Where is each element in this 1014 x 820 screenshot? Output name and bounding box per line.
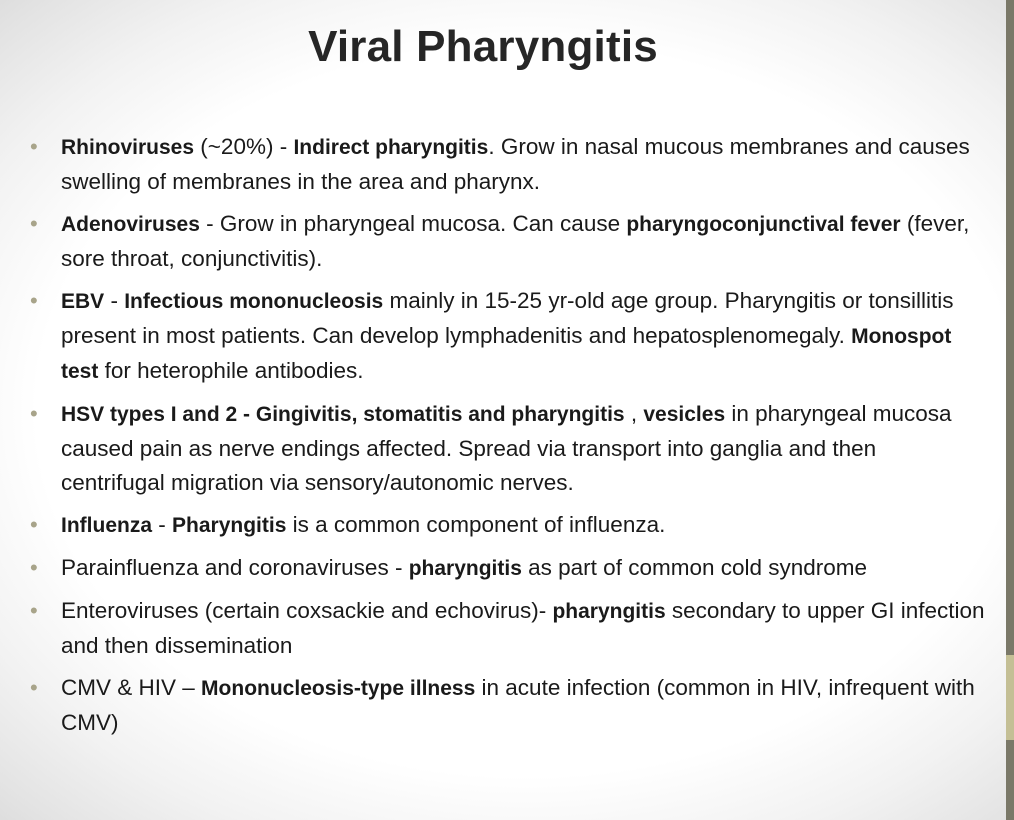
bullet-rhinoviruses: • Rhinoviruses (~20%) - Indirect pharyngi… xyxy=(30,130,985,199)
bold-term: EBV xyxy=(61,290,105,313)
slide-title: Viral Pharyngitis xyxy=(308,22,658,71)
bold-term: Influenza xyxy=(61,514,153,537)
bullet-ebv: • EBV - Infectious mononucleosis mainly i… xyxy=(30,284,985,389)
bullet-dot-icon: • xyxy=(30,134,38,159)
bullet-dot-icon: • xyxy=(30,555,38,580)
bold-term: Monospot test xyxy=(61,325,952,383)
side-bar-accent-segment xyxy=(1006,655,1014,740)
bold-term: Infectious mononucleosis xyxy=(124,290,384,313)
text: , xyxy=(624,401,644,426)
text: (~20%) - xyxy=(194,134,294,159)
bullet-dot-icon: • xyxy=(30,211,38,236)
text: as part of common cold syndrome xyxy=(521,555,868,580)
bullet-dot-icon: • xyxy=(30,598,38,623)
bold-term: Adenoviruses xyxy=(61,213,200,236)
text: . Grow in nasal mucous membranes and cau… xyxy=(61,134,970,194)
bold-term: Rhinoviruses xyxy=(61,136,195,159)
bullet-influenza: • Influenza - Pharyngitis is a common com… xyxy=(30,508,985,543)
bullet-list: • Rhinoviruses (~20%) - Indirect pharyngi… xyxy=(30,130,985,748)
bullet-dot-icon: • xyxy=(30,288,38,313)
bold-term: Mononucleosis-type illness xyxy=(201,677,476,700)
text: mainly in 15-25 yr-old age group. Pharyn… xyxy=(61,288,954,348)
slide-side-bar xyxy=(1006,0,1014,820)
bullet-enteroviruses: • Enteroviruses (certain coxsackie and ec… xyxy=(30,594,985,663)
text: secondary to upper GI infection and then… xyxy=(61,598,985,658)
bullet-dot-icon: • xyxy=(30,401,38,426)
text: - xyxy=(104,288,125,313)
bullet-hsv: • HSV types I and 2 - Gingivitis, stomati… xyxy=(30,397,985,500)
text: for heterophile antibodies. xyxy=(98,358,364,383)
bullet-adenoviruses: • Adenoviruses - Grow in pharyngeal mucos… xyxy=(30,207,985,276)
bold-term: vesicles xyxy=(643,403,726,426)
bold-term: HSV types I and 2 - Gingivitis, stomatit… xyxy=(61,403,625,426)
text: Parainfluenza and coronaviruses - xyxy=(61,555,409,580)
text: in acute infection (common in HIV, infre… xyxy=(61,675,975,735)
text: (fever, sore throat, conjunctivitis). xyxy=(61,211,970,271)
bold-term: pharyngitis xyxy=(552,600,666,623)
text: Enteroviruses (certain coxsackie and ech… xyxy=(61,598,553,623)
bold-term: pharyngitis xyxy=(408,557,522,580)
bullet-cmv-hiv: • CMV & HIV – Mononucleosis-type illness … xyxy=(30,671,985,740)
text: - Grow in pharyngeal mucosa. Can cause xyxy=(199,211,627,236)
bullet-dot-icon: • xyxy=(30,675,38,700)
bullet-dot-icon: • xyxy=(30,512,38,537)
bullet-parainfluenza: • Parainfluenza and coronaviruses - phary… xyxy=(30,551,985,586)
text: CMV & HIV – xyxy=(61,675,202,700)
bold-term: pharyngoconjunctival fever xyxy=(626,213,901,236)
text: in pharyngeal mucosa caused pain as nerv… xyxy=(61,401,952,495)
bold-term: Indirect pharyngitis xyxy=(293,136,489,159)
bold-term: Pharyngitis xyxy=(172,514,287,537)
text: is a common component of influenza. xyxy=(286,512,666,537)
text: - xyxy=(152,512,173,537)
